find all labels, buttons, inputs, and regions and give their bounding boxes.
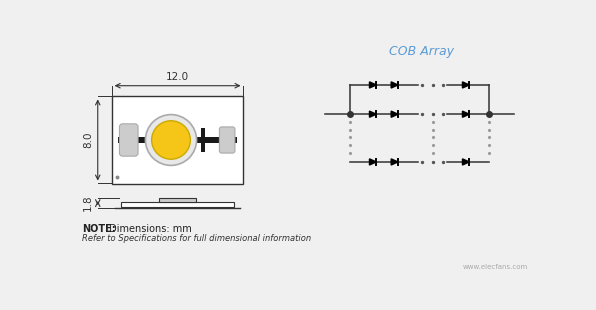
Text: 8.0: 8.0 bbox=[83, 132, 93, 148]
Bar bbox=[121, 202, 234, 206]
Text: 12.0: 12.0 bbox=[166, 72, 189, 82]
Bar bbox=[111, 96, 243, 184]
Circle shape bbox=[145, 115, 197, 166]
Text: NOTE:: NOTE: bbox=[82, 224, 116, 233]
Polygon shape bbox=[391, 159, 398, 165]
Text: Refer to Specifications for full dimensional information: Refer to Specifications for full dimensi… bbox=[82, 234, 311, 243]
Bar bbox=[160, 198, 195, 202]
FancyBboxPatch shape bbox=[119, 124, 138, 156]
Polygon shape bbox=[462, 82, 469, 88]
Polygon shape bbox=[370, 82, 376, 88]
Text: Dimensions: mm: Dimensions: mm bbox=[105, 224, 191, 233]
Circle shape bbox=[151, 121, 190, 159]
Text: www.elecfans.com: www.elecfans.com bbox=[462, 264, 528, 270]
Bar bbox=[118, 137, 237, 143]
Polygon shape bbox=[462, 111, 469, 117]
Polygon shape bbox=[391, 111, 398, 117]
Polygon shape bbox=[391, 82, 398, 88]
Text: COB Array: COB Array bbox=[389, 45, 454, 58]
Polygon shape bbox=[370, 159, 376, 165]
Bar bbox=[201, 128, 204, 152]
Text: 1.8: 1.8 bbox=[83, 195, 93, 211]
Polygon shape bbox=[462, 159, 469, 165]
FancyBboxPatch shape bbox=[219, 127, 235, 153]
Polygon shape bbox=[370, 111, 376, 117]
